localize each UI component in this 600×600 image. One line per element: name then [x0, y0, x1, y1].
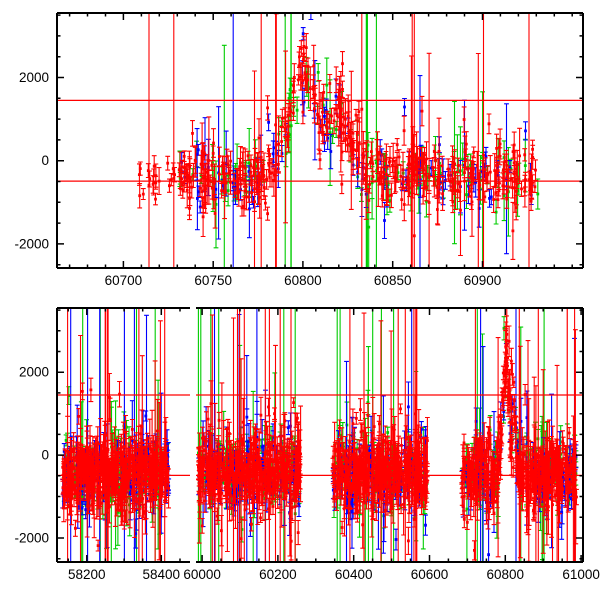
- bottom-ticks: [57, 308, 583, 562]
- bottom-data-area: [58, 309, 582, 561]
- y-tick-label: -2000: [14, 236, 49, 251]
- top-ticks: [57, 13, 583, 268]
- x-tick-label: 60850: [374, 273, 412, 288]
- x-tick-label: 60000: [183, 567, 221, 582]
- bottom-panel: 58200 58400 60000 60200 60400 60600 60800 61000…: [14, 307, 600, 582]
- x-tick-label: 60600: [411, 567, 449, 582]
- x-tick-label: 60200: [259, 567, 297, 582]
- x-tick-label: 60800: [284, 273, 322, 288]
- x-tick-label: 58200: [68, 567, 106, 582]
- x-tick-label: 60750: [194, 273, 232, 288]
- y-tick-label: -2000: [14, 531, 49, 546]
- top-panel: 60700 60750 60800 60850 60900 -2000 0 2000: [14, 12, 584, 288]
- y-tick-label: 0: [41, 448, 49, 463]
- x-tick-label: 60700: [105, 273, 143, 288]
- y-tick-label: 0: [41, 153, 49, 168]
- x-tick-label: 61000: [562, 567, 600, 582]
- top-frame: [56, 12, 584, 269]
- top-data-area: [58, 14, 582, 267]
- y-tick-label: 2000: [19, 365, 49, 380]
- x-tick-label: 60800: [487, 567, 525, 582]
- y-tick-label: 2000: [19, 70, 49, 85]
- x-tick-label: 58400: [143, 567, 181, 582]
- x-tick-label: 60900: [464, 273, 502, 288]
- x-tick-label: 60400: [335, 567, 373, 582]
